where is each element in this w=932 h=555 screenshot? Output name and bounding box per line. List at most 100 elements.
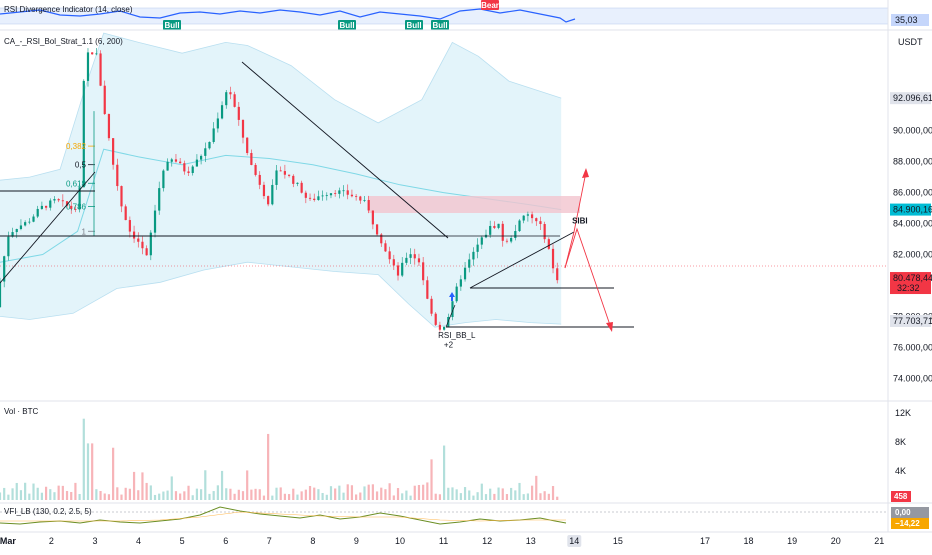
volume-tick-label: 4K [895,466,906,476]
candle [401,257,404,278]
candle [363,195,366,203]
candle [396,262,400,281]
volume-bar [396,488,400,500]
projection-down-arrow[interactable] [564,227,612,329]
volume-bar [19,490,23,500]
candle [346,184,349,200]
volume-bar [258,489,261,500]
time-tick-label: 4 [136,536,141,546]
volume-bar [468,490,471,500]
downtrend-line[interactable] [241,61,449,239]
volume-bar [350,485,354,500]
volume-bar [287,494,291,500]
price-badge [890,314,931,327]
candle [183,160,186,175]
price-badge [890,272,931,295]
volume-bar [388,483,391,500]
rsi-bb-label: RSI_BB_L [438,331,476,340]
volume-bar [535,475,538,500]
candle [128,216,131,238]
volume-bar [363,486,366,500]
volume-bar [342,492,345,500]
volume-bar [28,493,31,500]
volume-tick-label: 8K [895,437,906,447]
volume-bar [241,491,245,500]
price-tick-label: 90.000,00 [893,126,932,136]
time-tick-label: Mar [0,536,16,546]
volume-bar [530,485,534,500]
candle [313,193,316,202]
rising-wedge-line[interactable] [469,231,575,289]
volume-bar [124,487,127,500]
volume-bar [497,487,500,500]
candle [254,162,257,177]
rsi-bb-vertical-line[interactable] [445,304,456,328]
volume-bar [371,484,374,500]
bollinger-upper-line [0,32,562,181]
volume-bar [233,493,236,500]
time-axis[interactable]: Mar 2 3 4 5 6 7 8 9 10 11 12 13 14 15 17 18 19 20 21 [0,531,932,547]
volume-bar [200,489,203,500]
price-tick-label: 82.000,00 [893,249,932,259]
volume-bar [246,470,249,500]
candle [375,224,379,236]
volume-bar [149,485,152,500]
volume-bar [11,488,14,500]
volume-bar [158,493,161,500]
vfi-pane[interactable]: VFI_LB (130, 0.2, 2.5, 5) 0,00 −14,22 [0,506,929,529]
candle [359,195,362,204]
candle [505,238,509,244]
volume-bar [451,487,454,500]
volume-bar [422,484,425,500]
candle [44,205,48,211]
volume-bar [70,491,73,500]
candle [36,205,39,219]
volume-tick-label: 12K [895,408,911,418]
volume-bar [208,493,211,500]
svg-text:Bull: Bull [164,21,179,30]
candle [493,221,496,229]
volume-bar [170,476,173,500]
volume-bar [321,493,324,500]
candle [497,223,500,230]
rsi-bull-signal: Bull [405,20,423,30]
volume-bar [375,491,379,500]
volume-bar [380,487,383,500]
price-badge-label: 92.096,61 [893,93,932,103]
volume-bar [57,485,60,500]
volume-bar [32,483,35,500]
candle [250,149,253,166]
sibi-zone[interactable] [368,196,580,213]
candle [514,224,517,241]
fib-level-label: 0,786 [66,202,87,211]
volume-bar [36,487,39,500]
rsi-pane[interactable]: Bull Bull Bull Bull Bear RSI Divergence Indi… [0,0,929,30]
candle [338,187,341,199]
candle [57,198,60,203]
vfi-value-1: 0,00 [895,508,911,517]
rsi-bull-signal: Bull [338,20,356,30]
vfi-pane-label: VFI_LB (130, 0.2, 2.5, 5) [4,507,92,516]
candle [103,80,106,115]
volume-bar [162,491,165,500]
candle [220,101,224,120]
price-tick-label: 76.000,00 [893,342,932,352]
price-pane[interactable]: 0,382 0,5 0,618 0,786 1 SIBI RSI_BB_L +2 [0,32,888,349]
candle [417,253,421,266]
rsi-bull-signal: Bull [163,20,181,30]
volume-bar [279,487,282,500]
volume-bar [514,490,517,500]
volume-pane[interactable]: Vol · BTC 12K 8K 4K 458 [0,407,911,502]
volume-bar [128,488,131,500]
volume-bar [40,492,43,500]
volume-bar [556,496,559,500]
svg-text:Bear: Bear [481,1,499,10]
price-axis[interactable]: USDT 92.096,61 90.000,00 88.000,00 86.000,0… [887,0,932,532]
volume-bar [166,490,169,500]
projection-up-arrow[interactable] [564,171,587,269]
fib-level-label: 1 [82,227,87,236]
volume-bar [434,493,437,500]
left-support-line[interactable] [0,171,96,284]
volume-bar [300,491,303,500]
